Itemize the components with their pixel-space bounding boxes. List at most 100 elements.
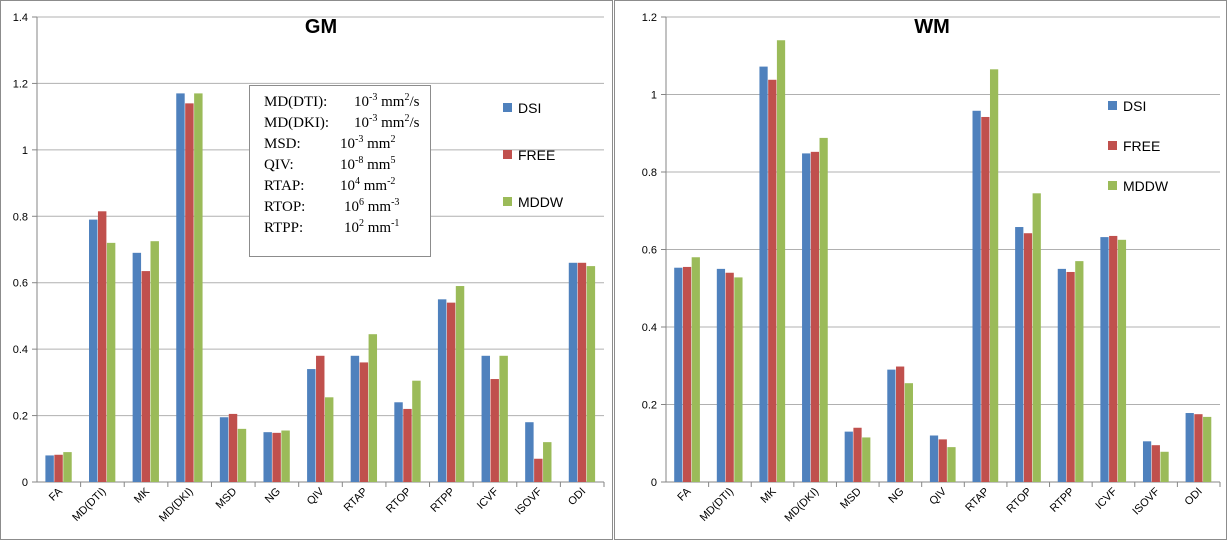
x-tick-label: MK [132, 485, 153, 506]
bar-dsi-rtop [1015, 227, 1024, 482]
bar-free-odi [1194, 414, 1203, 482]
x-tick-label: FA [47, 485, 65, 503]
bar-mddw-icvf [499, 355, 508, 482]
legend-label-dsi: DSI [518, 100, 541, 116]
bar-mddw-rtop [1032, 193, 1041, 482]
units-note-unit: mm [377, 94, 405, 110]
units-note-unit: mm [363, 136, 391, 152]
x-tick-label: ICVF [1093, 485, 1119, 511]
legend-swatch-mddw [503, 197, 512, 206]
bar-free-mddki [810, 151, 820, 482]
units-note-unit-exp: 5 [390, 155, 396, 166]
units-note-exp: -3 [369, 92, 378, 103]
bar-mddw-mddti [734, 277, 743, 482]
bar-dsi-mk [132, 252, 142, 482]
bar-dsi-isovf [525, 422, 534, 482]
bar-mddw-msd [862, 437, 871, 482]
units-note-base: 10 [340, 157, 355, 173]
units-note-row: RTAP: 104 mm-2 [264, 176, 430, 197]
y-tick-label: 0.4 [13, 344, 28, 356]
units-note-base: 10 [344, 199, 359, 215]
units-note-unit: mm [364, 199, 392, 215]
bar-mddw-qiv [947, 447, 956, 482]
bar-dsi-icvf [1100, 237, 1109, 482]
bar-dsi-rtpp [1057, 268, 1066, 482]
wm-chart: WM 0 0.2 0.4 0.6 0.8 1 1.2 FA MD(DTI) MK MD(DKI) MSD… [642, 12, 1221, 525]
bar-dsi-mddti [716, 268, 726, 482]
bar-free-isovf [1151, 445, 1160, 482]
bar-dsi-odi [568, 262, 578, 482]
units-note-row: MD(DTI): 10-3 mm2/s [264, 92, 430, 113]
bar-mddw-rtpp [455, 286, 465, 482]
units-note-unit-exp: 2 [404, 92, 410, 103]
bar-mddw-mk [150, 241, 159, 482]
legend-label-mddw: MDDW [518, 194, 564, 210]
units-note-label: MD(DTI): [264, 94, 328, 110]
legend-label-free: FREE [518, 147, 555, 163]
bar-mddw-qiv [324, 397, 334, 482]
x-tick-label: ISOVF [513, 485, 545, 517]
bar-mddw-isovf [543, 442, 552, 482]
x-tick-label: ODI [1182, 486, 1204, 508]
legend-swatch-mddw [1108, 181, 1117, 190]
bar-free-rtap [359, 362, 369, 482]
units-note-row: RTOP: 106 mm-3 [264, 197, 430, 218]
units-note-label: MSD: [264, 136, 301, 152]
legend-swatch-free [503, 150, 512, 159]
units-note-unit: mm [364, 220, 392, 236]
units-note-box: MD(DTI): 10-3 mm2/s MD(DKI): 10-3 mm2/s MSD:… [249, 85, 431, 257]
units-note-suffix: /s [409, 115, 420, 131]
bar-dsi-qiv [929, 435, 939, 482]
legend-label-free: FREE [1123, 138, 1160, 154]
bar-mddw-fa [691, 257, 700, 482]
y-tick-label: 0.2 [642, 400, 657, 412]
bar-free-ng [272, 432, 281, 482]
bar-dsi-icvf [481, 355, 490, 482]
bar-mddw-isovf [1160, 451, 1169, 482]
bar-mddw-fa [63, 452, 72, 482]
y-tick-label: 0.6 [642, 245, 657, 257]
x-tick-label: MK [759, 485, 780, 506]
units-note-unit: 10-8 mm5 [340, 155, 395, 176]
bar-free-icvf [490, 379, 499, 482]
x-tick-label: MSD [214, 486, 240, 512]
x-tick-label: RTAP [963, 486, 992, 515]
bar-mddw-rtap [368, 334, 378, 482]
units-note-unit: 10-3 mm2/s [354, 113, 419, 134]
x-tick-label: RTPP [428, 486, 457, 515]
y-tick-label: 0.2 [13, 411, 28, 423]
bar-dsi-ng [263, 432, 272, 482]
x-tick-label: ICVF [475, 485, 501, 511]
units-note-row: MSD: 10-3 mm2 [264, 134, 430, 155]
bar-dsi-rtap [972, 110, 981, 483]
x-tick-label: QIV [305, 485, 327, 507]
x-tick-label: MD(DTI) [70, 486, 108, 524]
bar-mddw-rtpp [1075, 261, 1084, 482]
bar-free-rtap [981, 116, 990, 482]
units-note-label: RTPP: [264, 220, 304, 236]
bar-mddw-rtap [989, 69, 999, 482]
units-note-unit: mm [377, 115, 405, 131]
bar-dsi-mddti [89, 219, 98, 482]
y-tick-label: 0.8 [642, 167, 657, 179]
y-tick-label: 0.4 [642, 322, 657, 334]
legend-swatch-dsi [503, 103, 512, 112]
units-note-base: 10 [340, 136, 355, 152]
x-tick-label: MD(DKI) [783, 486, 822, 525]
bar-mddw-msd [237, 428, 247, 482]
units-note-unit: mm [363, 157, 391, 173]
units-note-base: 10 [340, 178, 355, 194]
bar-free-ng [896, 366, 905, 482]
gm-chart-panel: GM 0 0.2 0.4 0.6 0.8 1 1.2 1.4 FA MD(DTI) MK MD(DKI)… [0, 0, 613, 540]
bar-dsi-odi [1185, 413, 1194, 482]
y-tick-label: 1 [651, 90, 657, 102]
bar-mddw-mddki [819, 137, 828, 482]
y-tick-label: 1.4 [13, 12, 28, 24]
bar-dsi-fa [45, 455, 54, 482]
units-note-base: 10 [354, 94, 369, 110]
bar-dsi-mk [759, 66, 768, 482]
units-note-label: RTOP: [264, 199, 306, 215]
bar-free-mddti [97, 211, 107, 482]
x-tick-label: RTPP [1048, 486, 1077, 515]
